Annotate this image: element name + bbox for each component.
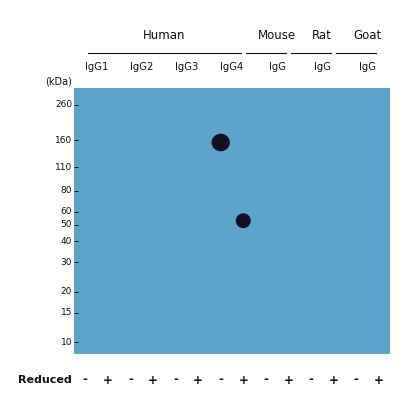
Text: +: + [329, 374, 338, 386]
Text: -: - [83, 374, 88, 386]
Text: -: - [173, 374, 178, 386]
Text: 160: 160 [55, 136, 72, 145]
Text: Rat: Rat [312, 29, 332, 42]
Text: -: - [218, 374, 223, 386]
Text: +: + [103, 374, 113, 386]
Text: 15: 15 [60, 308, 72, 317]
Text: IgG1: IgG1 [85, 62, 108, 72]
Text: IgG: IgG [314, 62, 331, 72]
Text: Mouse: Mouse [258, 29, 296, 42]
Text: +: + [148, 374, 158, 386]
Text: 10: 10 [60, 338, 72, 347]
Text: +: + [193, 374, 203, 386]
Text: IgG2: IgG2 [130, 62, 154, 72]
Text: +: + [284, 374, 293, 386]
Text: IgG: IgG [269, 62, 286, 72]
Text: 60: 60 [60, 207, 72, 216]
Text: 40: 40 [61, 237, 72, 246]
Text: -: - [128, 374, 133, 386]
Text: Human: Human [143, 29, 186, 42]
Text: 20: 20 [61, 287, 72, 296]
Text: IgG4: IgG4 [220, 62, 244, 72]
Text: -: - [308, 374, 314, 386]
Text: IgG3: IgG3 [175, 62, 198, 72]
Ellipse shape [212, 134, 229, 150]
Text: -: - [354, 374, 358, 386]
Text: +: + [374, 374, 384, 386]
Text: -: - [264, 374, 268, 386]
Text: 30: 30 [60, 258, 72, 267]
Text: (kDa): (kDa) [45, 76, 72, 86]
Text: 110: 110 [55, 163, 72, 172]
Text: IgG: IgG [359, 62, 376, 72]
Text: Goat: Goat [353, 29, 382, 42]
Text: Reduced: Reduced [18, 375, 72, 385]
Text: 260: 260 [55, 100, 72, 109]
Text: 50: 50 [60, 220, 72, 230]
Ellipse shape [236, 214, 250, 228]
Text: +: + [238, 374, 248, 386]
Text: 80: 80 [60, 186, 72, 195]
